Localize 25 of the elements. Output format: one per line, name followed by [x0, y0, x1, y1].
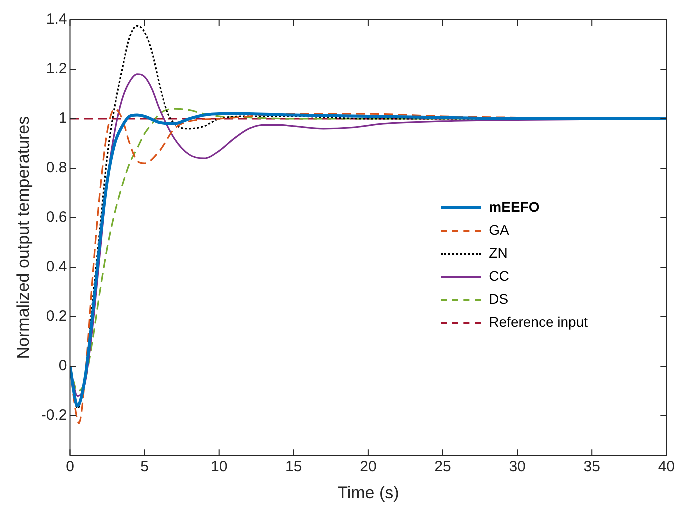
y-tick-label: 0.2 [46, 308, 68, 326]
x-tick-label: 20 [360, 458, 377, 476]
x-tick-label: 5 [140, 458, 149, 476]
x-tick-label: 25 [434, 458, 452, 476]
y-tick-label: 1.4 [46, 11, 68, 28]
y-tick-label: 1 [58, 110, 68, 128]
x-tick-label: 40 [658, 458, 675, 476]
y-tick-label: 1.2 [46, 60, 68, 78]
legend-label: DS [489, 290, 509, 309]
x-tick-label: 10 [211, 458, 228, 476]
y-tick-label: 0.8 [46, 160, 68, 177]
x-axis-title: Time (s) [338, 483, 400, 502]
legend-label: GA [489, 221, 510, 240]
x-tick-label: 30 [509, 458, 526, 476]
legend-label: ZN [489, 244, 508, 263]
y-axis-title: Normalized output temperatures [14, 116, 33, 360]
legend-label: CC [489, 267, 510, 286]
y-tick-label: 0.4 [46, 258, 68, 276]
legend-label: mEEFO [489, 198, 540, 217]
y-tick-label: -0.2 [41, 407, 68, 424]
y-tick-label: 0 [58, 358, 68, 375]
x-tick-label: 15 [286, 458, 302, 476]
legend-label: Reference input [489, 313, 588, 332]
x-tick-label: 35 [584, 458, 600, 476]
y-tick-label: 0.6 [46, 209, 68, 226]
